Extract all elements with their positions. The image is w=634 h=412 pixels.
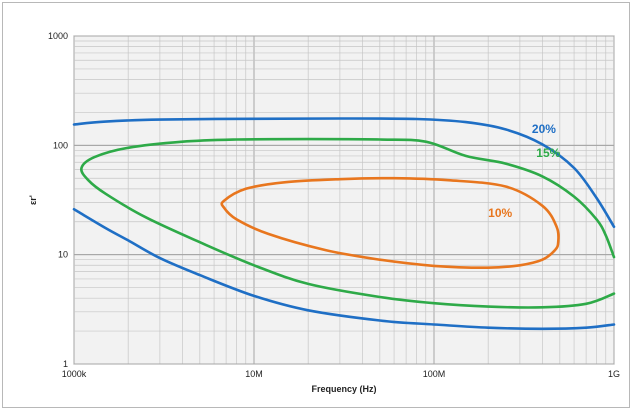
x-tick-label: 1000k	[62, 369, 87, 379]
y-tick-label: 100	[53, 140, 68, 150]
series-10-percent-label: 10%	[488, 206, 512, 220]
series-15-percent-curve	[80, 137, 616, 309]
series-20-percent-label: 20%	[532, 122, 556, 136]
y-axis-title: εr'	[28, 195, 38, 205]
series-10-percent-curve	[220, 176, 560, 270]
chart: 20% 15% 10% 1000k 10M 100M 1G 1 10 100 1000 Frequ…	[28, 31, 620, 394]
x-tick-label: 1G	[608, 369, 620, 379]
plot-area	[73, 35, 615, 365]
series-15-percent-label: 15%	[536, 146, 560, 160]
chart-frame: 20% 15% 10% 1000k 10M 100M 1G 1 10 100 1000 Frequ…	[2, 2, 630, 408]
series-20-percent-curve	[72, 117, 616, 229]
x-tick-label: 10M	[245, 369, 263, 379]
x-axis-title: Frequency (Hz)	[311, 384, 376, 394]
series-20-percent-curve	[72, 208, 616, 331]
y-tick-label: 1000	[48, 31, 68, 41]
x-tick-label: 100M	[423, 369, 446, 379]
y-tick-label: 1	[63, 359, 68, 369]
y-tick-label: 10	[58, 250, 68, 260]
tick-labels: 1000k 10M 100M 1G 1 10 100 1000	[48, 31, 620, 379]
series-layer: 20% 15% 10%	[72, 117, 616, 331]
